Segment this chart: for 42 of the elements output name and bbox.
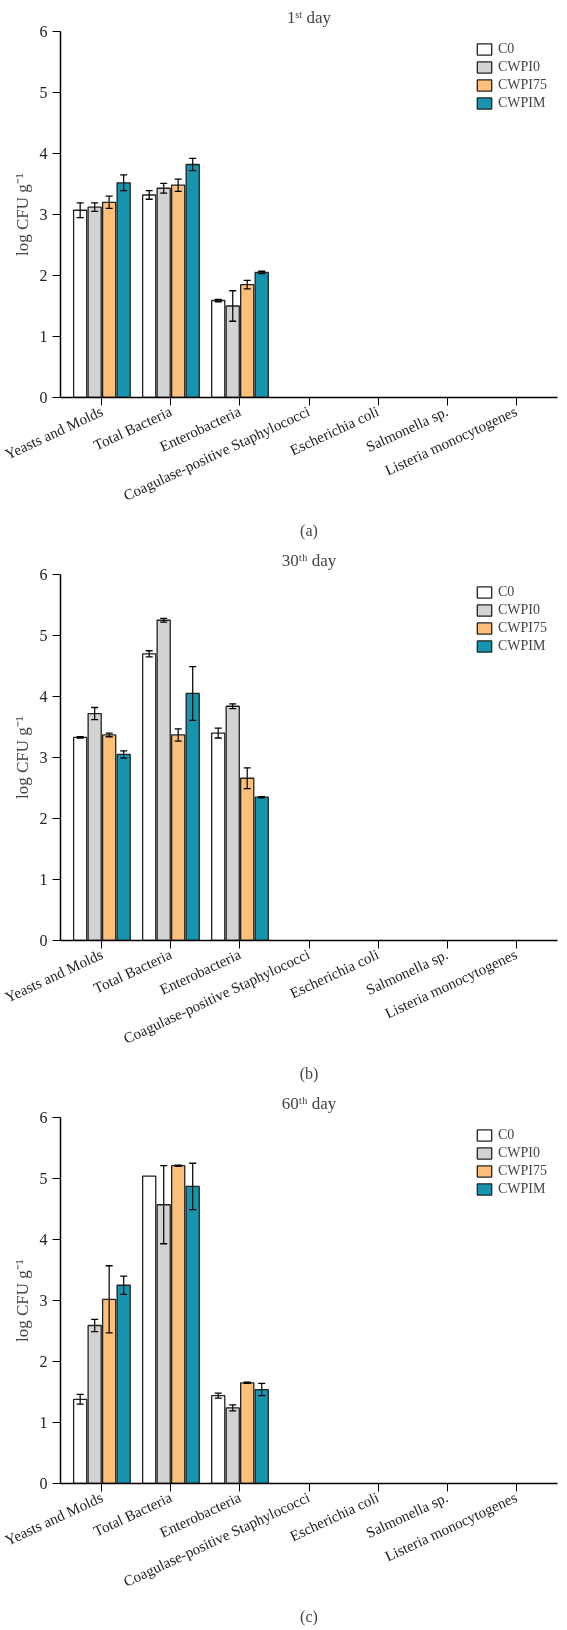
- y-tick-label: 5: [39, 84, 48, 101]
- y-tick-label: 2: [39, 1353, 48, 1370]
- y-tick-label: 3: [39, 749, 48, 766]
- y-tick-label: 1: [39, 1414, 48, 1431]
- legend-label: CWPIM: [498, 1181, 546, 1197]
- y-tick-label: 6: [39, 566, 48, 583]
- text: (a): [300, 521, 318, 540]
- y-axis-title: log CFU g⁻¹: [12, 1259, 32, 1342]
- y-tick-label: 0: [39, 932, 48, 949]
- legend-label: CWPI0: [498, 1145, 540, 1161]
- text: (c): [300, 1607, 318, 1626]
- legend-label: CWPI75: [498, 620, 547, 636]
- legend-label: CWPI75: [498, 77, 547, 93]
- y-axis-title: log CFU g⁻¹: [12, 716, 32, 799]
- legend-label: C0: [498, 41, 516, 57]
- legend-label: C0: [498, 1127, 516, 1143]
- y-axis-title: log CFU g⁻¹: [12, 173, 32, 256]
- y-tick-label: 2: [39, 810, 48, 827]
- y-tick-label: 6: [39, 23, 48, 40]
- chart-title: 1ˢᵗ day: [286, 7, 332, 27]
- legend-label: CWPI75: [498, 1163, 547, 1179]
- chart-title: 30ᵗʰ day: [281, 550, 337, 570]
- legend-label: CWPI0: [498, 602, 540, 618]
- y-tick-label: 2: [39, 267, 48, 284]
- y-tick-label: 5: [39, 1170, 48, 1187]
- legend-label: CWPIM: [498, 638, 546, 654]
- y-tick-label: 4: [39, 688, 48, 705]
- y-tick-label: 4: [39, 1231, 48, 1248]
- y-tick-label: 0: [39, 389, 48, 406]
- y-tick-label: 1: [39, 871, 48, 888]
- y-tick-label: 3: [39, 206, 48, 223]
- y-tick-label: 4: [39, 145, 48, 162]
- legend-label: C0: [498, 584, 516, 600]
- y-tick-label: 0: [39, 1475, 48, 1492]
- chart-title: 60ᵗʰ day: [281, 1093, 337, 1113]
- text: (b): [299, 1064, 319, 1083]
- legend-label: CWPI0: [498, 59, 540, 75]
- y-tick-label: 6: [39, 1109, 48, 1126]
- y-tick-label: 5: [39, 627, 48, 644]
- y-tick-label: 1: [39, 328, 48, 345]
- legend-label: CWPIM: [498, 95, 546, 111]
- y-tick-label: 3: [39, 1292, 48, 1309]
